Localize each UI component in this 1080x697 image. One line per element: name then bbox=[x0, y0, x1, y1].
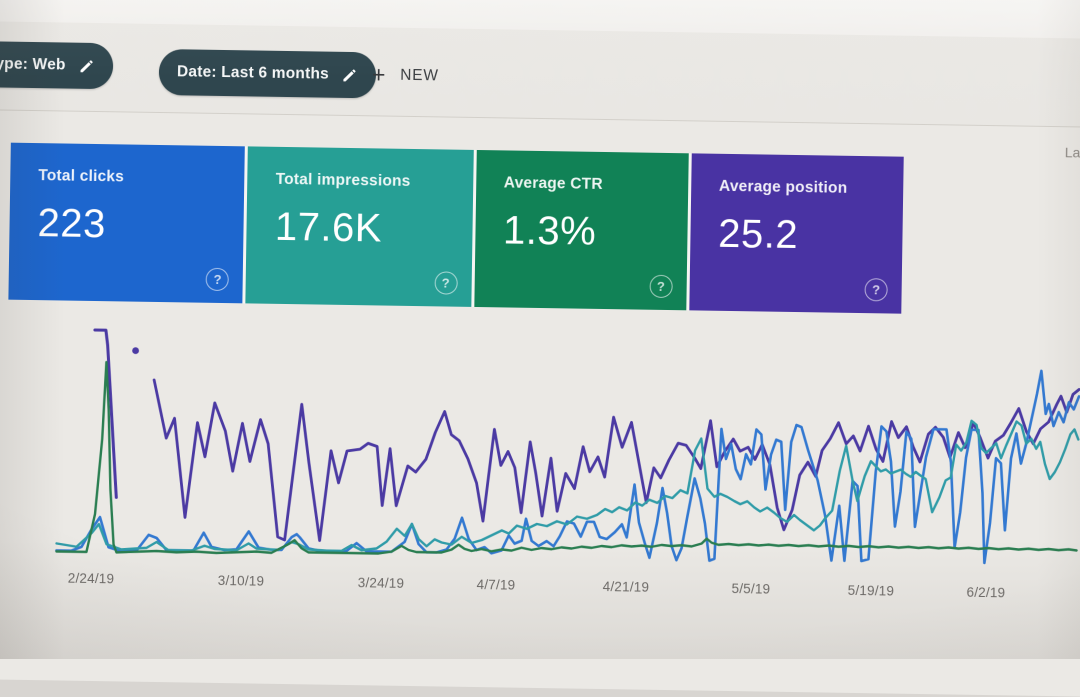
series-impressions bbox=[152, 378, 1080, 542]
help-question-icon[interactable]: ? bbox=[434, 271, 458, 295]
help-question-icon[interactable]: ? bbox=[649, 274, 673, 299]
help-question-icon[interactable]: ? bbox=[864, 278, 888, 302]
kpi-card-value: 223 bbox=[37, 201, 107, 247]
plus-icon: + bbox=[371, 61, 387, 88]
kpi-card-label: Average CTR bbox=[503, 174, 603, 193]
x-tick-label: 3/10/19 bbox=[217, 572, 265, 589]
series-ctr bbox=[55, 419, 1080, 553]
new-filter-button-label: NEW bbox=[400, 66, 439, 84]
x-tick-label: 5/5/19 bbox=[731, 581, 771, 597]
search-type-filter-chip[interactable]: type: Web bbox=[0, 40, 113, 90]
kpi-card-row: Total clicks 223 ? Total impressions 17.… bbox=[8, 142, 904, 314]
isolated-data-point-dot bbox=[132, 347, 139, 355]
chart-canvas bbox=[55, 328, 1080, 565]
x-tick-label: 4/21/19 bbox=[602, 579, 650, 595]
edit-pencil-icon[interactable] bbox=[78, 57, 95, 74]
x-tick-label: 6/2/19 bbox=[966, 584, 1006, 601]
kpi-card-value: 25.2 bbox=[717, 211, 799, 258]
new-filter-button[interactable]: + NEW bbox=[371, 61, 439, 88]
kpi-card-label: Total impressions bbox=[275, 170, 411, 190]
kpi-card-label: Average position bbox=[718, 177, 848, 197]
edit-pencil-icon[interactable] bbox=[341, 66, 358, 83]
search-type-filter-label: type: Web bbox=[0, 55, 66, 74]
series-clicks bbox=[55, 369, 1080, 565]
x-tick-label: 5/19/19 bbox=[847, 582, 895, 599]
x-tick-label: 2/24/19 bbox=[67, 570, 115, 587]
kpi-card-total-impressions[interactable]: Total impressions 17.6K ? bbox=[245, 146, 474, 307]
series-position bbox=[55, 360, 1078, 555]
kpi-card-value: 1.3% bbox=[502, 208, 597, 254]
performance-line-chart bbox=[55, 318, 1080, 586]
x-tick-label: 4/7/19 bbox=[476, 577, 516, 593]
kpi-card-value: 17.6K bbox=[274, 204, 383, 251]
kpi-card-label: Total clicks bbox=[38, 167, 125, 186]
kpi-card-average-ctr[interactable]: Average CTR 1.3% ? bbox=[473, 149, 689, 311]
filter-toolbar: type: Web Date: Last 6 months + NEW La bbox=[0, 21, 1080, 160]
date-filter-chip[interactable]: Date: Last 6 months bbox=[158, 48, 377, 99]
help-question-icon[interactable]: ? bbox=[205, 267, 230, 292]
x-tick-label: 3/24/19 bbox=[357, 575, 405, 591]
date-filter-label: Date: Last 6 months bbox=[176, 63, 330, 83]
last-updated-partial-text: La bbox=[1064, 144, 1080, 161]
kpi-card-total-clicks[interactable]: Total clicks 223 ? bbox=[8, 142, 246, 304]
series-impressions-hook-segment bbox=[93, 328, 118, 499]
kpi-card-average-position[interactable]: Average position 25.2 ? bbox=[689, 153, 904, 314]
